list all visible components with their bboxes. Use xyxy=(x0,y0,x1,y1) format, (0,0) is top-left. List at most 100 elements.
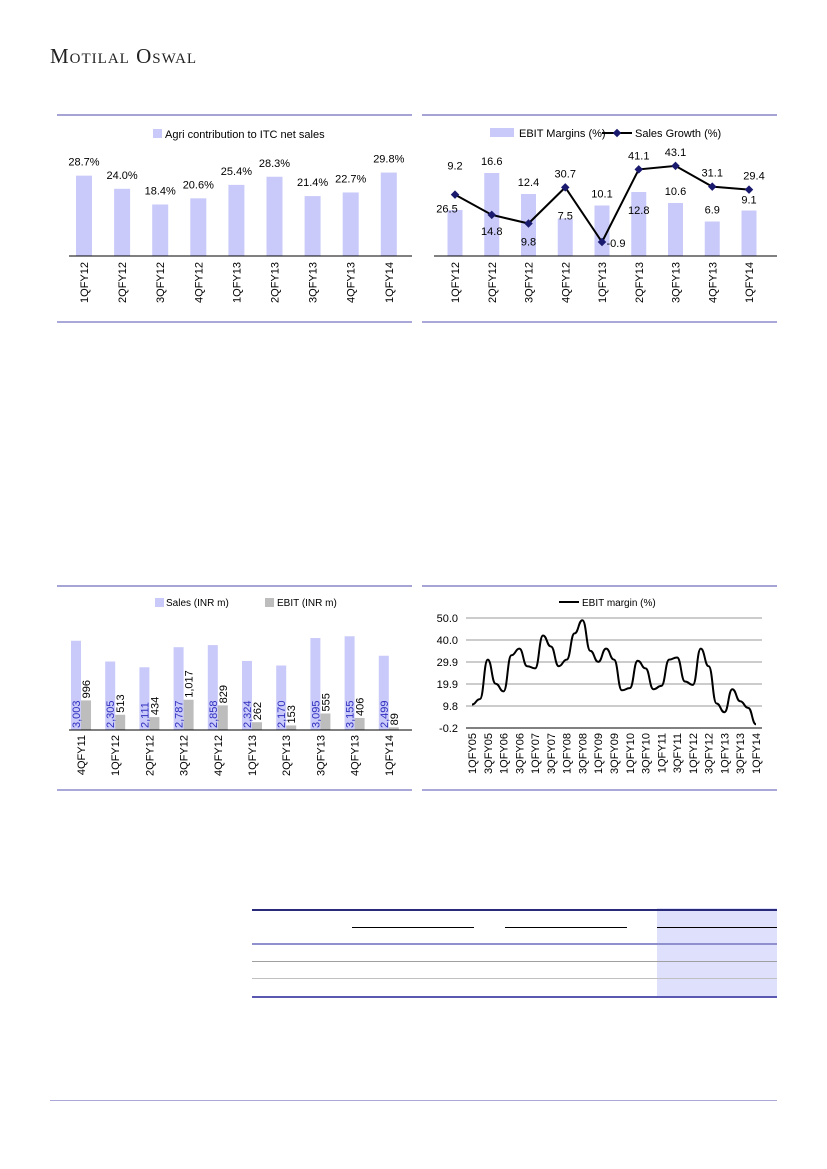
bar xyxy=(152,204,169,256)
table-row-rule xyxy=(252,978,777,979)
bar xyxy=(668,203,683,256)
sales-data-label: 2,787 xyxy=(174,700,186,728)
line-data-label: 30.7 xyxy=(555,168,576,180)
bar xyxy=(114,188,131,256)
x-tick-label: 3QFY13 xyxy=(671,262,683,303)
ebit-data-label: 262 xyxy=(252,702,264,720)
x-tick-label: 1QFY12 xyxy=(688,733,700,774)
bar xyxy=(304,196,321,256)
data-label: 24.0% xyxy=(106,170,137,182)
x-tick-label: 1QFY14 xyxy=(751,733,763,774)
legend-swatch xyxy=(265,598,274,607)
line-marker xyxy=(450,190,460,199)
ebit-bar xyxy=(354,717,365,730)
x-tick-label: 3QFY12 xyxy=(179,735,191,776)
x-tick-label: 3QFY12 xyxy=(155,262,167,303)
x-tick-label: 3QFY11 xyxy=(672,733,684,773)
line-data-label: 41.1 xyxy=(628,150,649,162)
ebit-bar xyxy=(320,713,331,730)
bar xyxy=(594,205,610,256)
data-label: 22.7% xyxy=(335,173,366,185)
sales-data-label: 2,111 xyxy=(139,702,151,728)
ebit-bar xyxy=(81,700,91,730)
sales-data-label: 2,324 xyxy=(242,700,254,728)
table-bottom-rule xyxy=(252,996,777,998)
x-tick-label: 4QFY12 xyxy=(213,735,225,776)
x-tick-label: 3QFY10 xyxy=(641,733,653,774)
sales-bar xyxy=(139,667,150,730)
x-tick-label: 1QFY11 xyxy=(656,733,668,773)
bar-data-label: 16.6 xyxy=(481,156,502,168)
x-tick-label: 4QFY13 xyxy=(350,735,362,776)
legend-label: Agri contribution to ITC net sales xyxy=(165,129,325,141)
ebit-bar xyxy=(217,705,228,730)
x-tick-label: 1QFY13 xyxy=(231,262,243,303)
bar xyxy=(190,198,207,256)
x-tick-label: 4QFY13 xyxy=(346,262,358,303)
panel-bottom-rule xyxy=(422,789,777,791)
table-header-underline xyxy=(657,927,777,928)
sales-bar xyxy=(207,645,218,730)
data-label: 29.8% xyxy=(373,154,404,166)
ebit-margin-line xyxy=(471,619,757,726)
panel-bottom-rule xyxy=(57,321,412,323)
bar xyxy=(557,218,573,256)
sales-data-label: 2,305 xyxy=(105,700,117,728)
bar-data-label: 12.4 xyxy=(518,177,539,189)
chart-ebit-margin-trend: EBIT margin (%) 50.0 40.0 29.9 19.9 9.8 -0.2 1Q… xyxy=(422,581,777,801)
bar-data-label: 10.1 xyxy=(591,189,612,201)
data-label: 21.4% xyxy=(297,177,328,189)
sales-bar xyxy=(344,636,355,730)
x-tick-label: 2QFY12 xyxy=(117,262,129,303)
table-row-rule xyxy=(252,943,777,945)
footer-rule xyxy=(50,1100,777,1101)
sales-data-label: 3,155 xyxy=(345,700,357,728)
ebit-data-label: 89 xyxy=(389,713,401,725)
x-tick-label: 2QFY12 xyxy=(487,262,499,303)
sales-data-label: 3,095 xyxy=(310,700,322,728)
bar-data-label: 9.1 xyxy=(741,195,756,207)
ebit-data-label: 434 xyxy=(149,697,161,715)
ebit-bar xyxy=(252,722,262,730)
y-tick-label: 9.8 xyxy=(443,701,458,713)
x-tick-label: 2QFY13 xyxy=(281,735,293,776)
table-row-rule xyxy=(252,961,777,962)
x-tick-label: 2QFY13 xyxy=(634,262,646,303)
x-tick-label: 3QFY08 xyxy=(577,733,589,774)
x-tick-label: 4QFY13 xyxy=(707,262,719,303)
bar xyxy=(447,210,463,256)
sales-data-label: 2,858 xyxy=(208,700,220,728)
sales-bar xyxy=(378,655,389,730)
x-tick-label: 3QFY09 xyxy=(609,733,621,774)
legend-label: EBIT (INR m) xyxy=(277,598,337,609)
ebit-data-label: 513 xyxy=(115,694,127,712)
legend-label: EBIT margin (%) xyxy=(582,598,656,609)
legend-label: EBIT Margins (%) xyxy=(519,128,606,140)
x-tick-label: 1QFY12 xyxy=(110,735,122,776)
line-data-label: 14.8 xyxy=(481,226,502,238)
line-data-label: 31.1 xyxy=(702,168,723,180)
line-data-label: 29.4 xyxy=(743,171,764,183)
bar-data-label: 10.6 xyxy=(665,186,686,198)
ebit-bar xyxy=(183,699,194,730)
line-data-label: 9.8 xyxy=(521,236,536,248)
panel-bottom-rule xyxy=(57,789,412,791)
data-label: 20.6% xyxy=(183,179,214,191)
x-tick-label: 1QFY14 xyxy=(384,735,396,776)
bar xyxy=(76,175,92,256)
x-tick-label: 1QFY08 xyxy=(562,733,574,774)
legend-label: Sales Growth (%) xyxy=(635,128,721,140)
x-tick-label: 3QFY13 xyxy=(315,735,327,776)
chart-ebit-margin-sales-growth: EBIT Margins (%) Sales Growth (%) 1QFY12 2Q… xyxy=(422,110,777,330)
bar-data-label: 12.8 xyxy=(628,205,649,217)
x-tick-label: 1QFY13 xyxy=(597,262,609,303)
ebit-bar xyxy=(149,717,160,730)
x-tick-label: 3QFY07 xyxy=(546,733,558,774)
table-highlight-column xyxy=(657,908,777,997)
x-tick-label: 2QFY12 xyxy=(144,735,156,776)
ebit-bar xyxy=(286,725,297,730)
ebit-bar xyxy=(115,714,126,730)
x-tick-label: 1QFY09 xyxy=(593,733,605,774)
x-tick-label: 1QFY12 xyxy=(79,262,91,303)
bar xyxy=(631,192,647,256)
